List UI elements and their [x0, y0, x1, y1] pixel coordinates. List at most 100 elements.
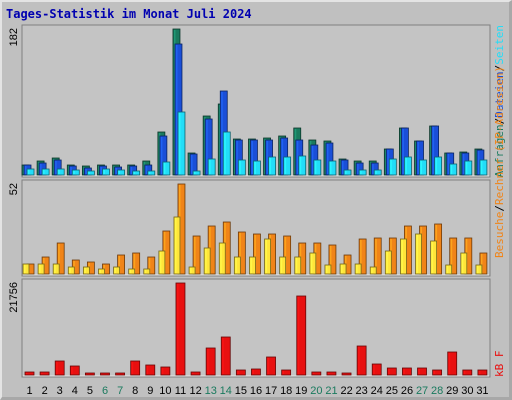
bar-body [69, 365, 80, 376]
bar-body [113, 266, 120, 275]
bar-body [475, 264, 483, 275]
bar-highlight [477, 151, 480, 174]
bar-highlight [416, 235, 419, 273]
bar-highlight [251, 141, 253, 174]
bar-highlight [236, 141, 238, 174]
bar-seiten-day-8 [132, 170, 141, 176]
bar-body [311, 371, 322, 376]
bar-highlight [480, 254, 483, 273]
bar-rechner-ip-adressen--day-27 [415, 233, 422, 275]
bar-highlight [24, 265, 26, 273]
bar-highlight [69, 268, 71, 273]
x-tick-day-26: 26 [401, 385, 413, 397]
bar-body [296, 295, 307, 376]
bar-body [132, 170, 141, 176]
bar-body [177, 111, 186, 176]
x-tick-day-5: 5 [87, 385, 93, 397]
x-tick-day-10: 10 [159, 385, 171, 397]
bar-highlight [118, 256, 121, 273]
panel-visits-ymax-label: 52 [8, 183, 20, 195]
bar-seiten-day-25 [388, 158, 397, 176]
bar-body [404, 156, 412, 176]
bar-body [251, 368, 261, 376]
bar-highlight [130, 167, 133, 174]
bar-kb-f-day-2 [39, 371, 50, 376]
bar-highlight [100, 167, 102, 174]
bar-highlight [99, 270, 101, 273]
bar-body [449, 163, 458, 176]
bar-kb-f-day-18 [281, 369, 292, 376]
bar-highlight [360, 240, 362, 273]
bar-body [434, 156, 443, 176]
bar-body [477, 369, 488, 376]
bar-highlight [326, 144, 329, 174]
x-tick-day-29: 29 [446, 385, 458, 397]
bar-body [143, 268, 151, 275]
x-tick-day-17: 17 [265, 385, 277, 397]
bar-highlight [327, 373, 330, 374]
bar-besuche-day-24 [373, 237, 382, 275]
bar-highlight [114, 268, 117, 273]
bar-highlight [206, 120, 208, 174]
bar-besuche-day-18 [283, 235, 292, 275]
bar-body [207, 158, 216, 176]
bar-rechner-ip-adressen--day-15 [233, 256, 241, 275]
bar-seiten-day-3 [56, 168, 65, 176]
bar-highlight [450, 165, 453, 174]
bar-highlight [194, 172, 196, 174]
bar-highlight [252, 370, 254, 374]
bar-seiten-day-24 [373, 169, 382, 176]
bar-seiten-day-20 [313, 159, 322, 176]
bar-highlight [284, 237, 287, 273]
bar-highlight [235, 258, 237, 273]
x-tick-day-8: 8 [132, 385, 138, 397]
bar-body [373, 237, 382, 275]
x-tick-day-3: 3 [57, 385, 63, 397]
bar-seiten-day-22 [343, 169, 352, 176]
bar-rechner-ip-adressen--day-13 [203, 247, 211, 275]
legend-bottom: kB F [493, 351, 506, 378]
bar-highlight [129, 270, 132, 273]
x-tick-day-19: 19 [295, 385, 307, 397]
x-tick-day-2: 2 [42, 385, 48, 397]
bar-body [237, 159, 246, 176]
bar-seiten-day-26 [404, 156, 412, 176]
bar-highlight [296, 141, 299, 174]
bar-highlight [447, 154, 450, 174]
bar-rechner-ip-adressen--day-10 [158, 250, 166, 275]
bar-rechner-ip-adressen--day-26 [400, 238, 407, 275]
bar-body [147, 170, 156, 176]
bar-highlight [190, 268, 192, 273]
bar-body [128, 268, 136, 275]
bar-besuche-day-23 [358, 238, 367, 275]
bar-besuche-day-31 [479, 252, 488, 275]
x-tick-day-20: 20 [310, 385, 322, 397]
legend-middle-item: Besuche [493, 212, 506, 258]
bar-kb-f-day-28 [432, 369, 443, 376]
bar-highlight [133, 254, 136, 273]
bar-seiten-day-21 [328, 160, 337, 176]
bar-body [160, 366, 171, 376]
bar-highlight [221, 92, 223, 174]
bar-highlight [28, 170, 30, 174]
bar-highlight [269, 158, 272, 174]
bar-body [415, 233, 422, 275]
x-tick-day-27: 27 [416, 385, 428, 397]
bar-kb-f-day-3 [54, 360, 65, 376]
x-tick-day-6: 6 [102, 385, 108, 397]
bar-body [445, 264, 453, 275]
bar-kb-f-day-26 [402, 367, 412, 376]
bar-highlight [239, 233, 241, 273]
bar-body [237, 231, 246, 275]
bar-seiten-day-5 [86, 170, 95, 176]
bar-kb-f-day-24 [371, 363, 382, 376]
bar-highlight [435, 158, 438, 174]
bar-highlight [160, 137, 163, 174]
bar-highlight [56, 362, 58, 374]
legend-top-item: Seiten [493, 25, 506, 65]
bar-highlight [432, 127, 435, 174]
bar-rechner-ip-adressen--day-23 [354, 263, 362, 275]
bar-body [205, 347, 216, 376]
bar-highlight [373, 365, 375, 374]
bar-highlight [175, 45, 178, 174]
